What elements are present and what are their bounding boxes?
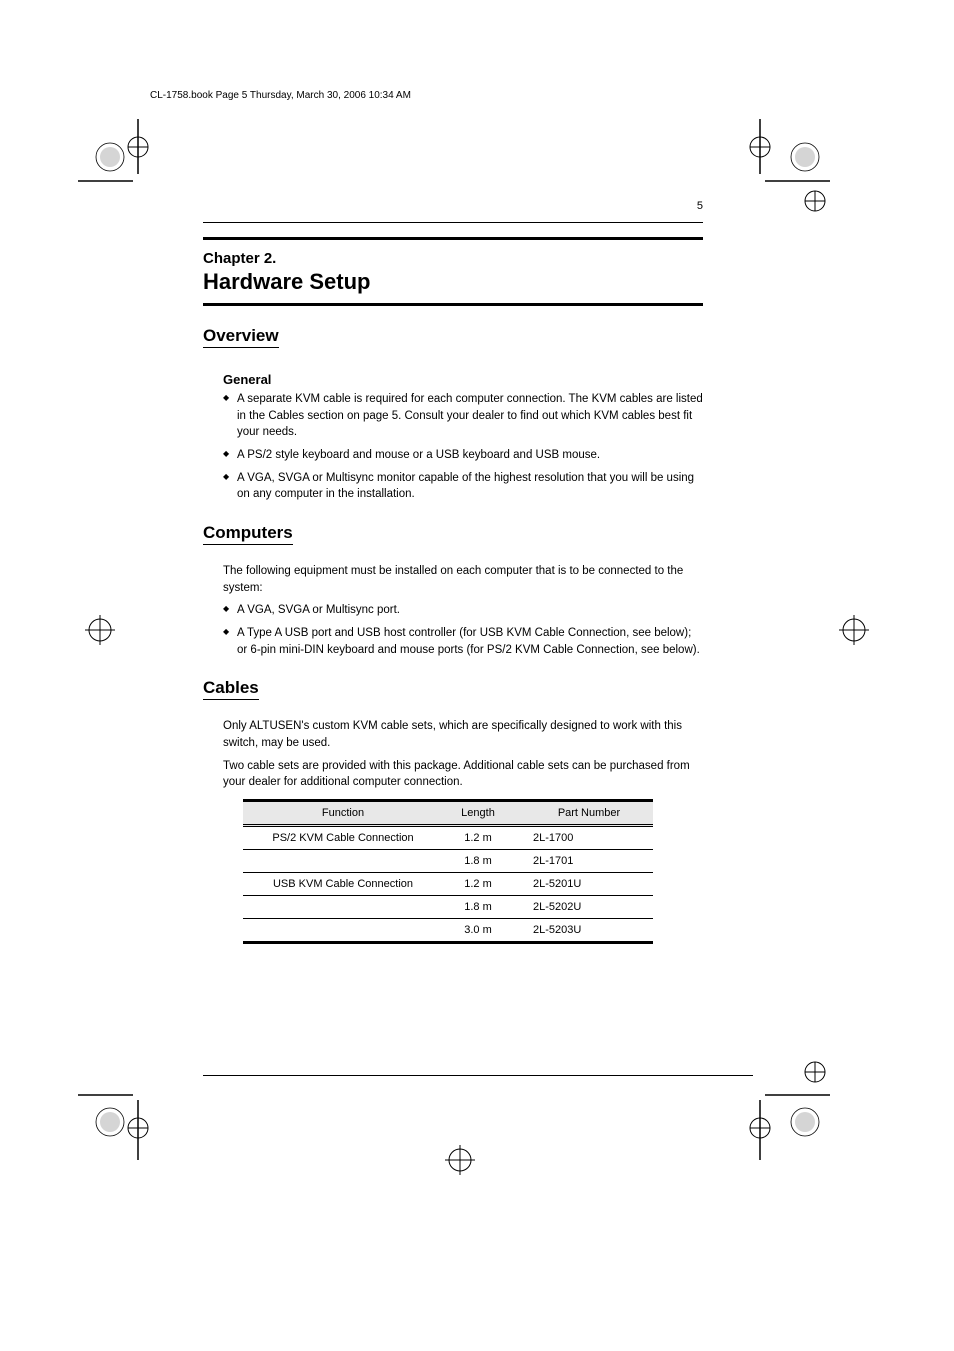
book-file-tag: CL-1758.book Page 5 Thursday, March 30, … bbox=[150, 90, 411, 101]
crop-mark-tr bbox=[735, 119, 845, 229]
chapter-banner: Chapter 2. Hardware Setup bbox=[203, 237, 703, 306]
crop-mark-bc bbox=[420, 1120, 500, 1200]
table-row: 3.0 m 2L-5203U bbox=[243, 919, 653, 943]
top-rule bbox=[203, 222, 703, 223]
bottom-rule bbox=[203, 1075, 753, 1076]
list-item: A PS/2 style keyboard and mouse or a USB… bbox=[223, 447, 703, 464]
col-part-number: Part Number bbox=[513, 801, 653, 826]
chapter-title: Hardware Setup bbox=[203, 269, 371, 294]
page-number-top: 5 bbox=[203, 200, 703, 212]
section-overview-heading: Overview bbox=[203, 326, 279, 348]
cables-table: Function Length Part Number PS/2 KVM Cab… bbox=[243, 799, 653, 944]
list-item: A separate KVM cable is required for eac… bbox=[223, 391, 703, 441]
table-row: 1.8 m 2L-5202U bbox=[243, 896, 653, 919]
chapter-number: Chapter 2. bbox=[203, 250, 703, 267]
subheading-general: General bbox=[223, 372, 703, 387]
crop-mark-mr bbox=[814, 590, 894, 670]
list-item: A Type A USB port and USB host controlle… bbox=[223, 625, 703, 658]
col-function: Function bbox=[243, 801, 443, 826]
page-content: 5 Chapter 2. Hardware Setup Overview Gen… bbox=[203, 200, 703, 944]
table-header-row: Function Length Part Number bbox=[243, 801, 653, 826]
crop-mark-bl bbox=[78, 1050, 168, 1170]
computers-intro: The following equipment must be installe… bbox=[223, 563, 703, 596]
crop-mark-tl bbox=[78, 119, 168, 209]
overview-list: A separate KVM cable is required for eac… bbox=[223, 391, 703, 503]
table-row: USB KVM Cable Connection 1.2 m 2L-5201U bbox=[243, 873, 653, 896]
list-item: A VGA, SVGA or Multisync monitor capable… bbox=[223, 470, 703, 503]
cables-para1: Only ALTUSEN's custom KVM cable sets, wh… bbox=[223, 718, 703, 751]
crop-mark-ml bbox=[60, 590, 140, 670]
table-row: PS/2 KVM Cable Connection 1.2 m 2L-1700 bbox=[243, 826, 653, 850]
section-cables-heading: Cables bbox=[203, 678, 259, 700]
section-computers-heading: Computers bbox=[203, 523, 293, 545]
list-item: A VGA, SVGA or Multisync port. bbox=[223, 602, 703, 619]
crop-mark-br bbox=[735, 1050, 855, 1170]
table-row: 1.8 m 2L-1701 bbox=[243, 850, 653, 873]
computers-list: A VGA, SVGA or Multisync port. A Type A … bbox=[223, 602, 703, 658]
col-length: Length bbox=[443, 801, 513, 826]
cables-para2: Two cable sets are provided with this pa… bbox=[223, 758, 703, 791]
